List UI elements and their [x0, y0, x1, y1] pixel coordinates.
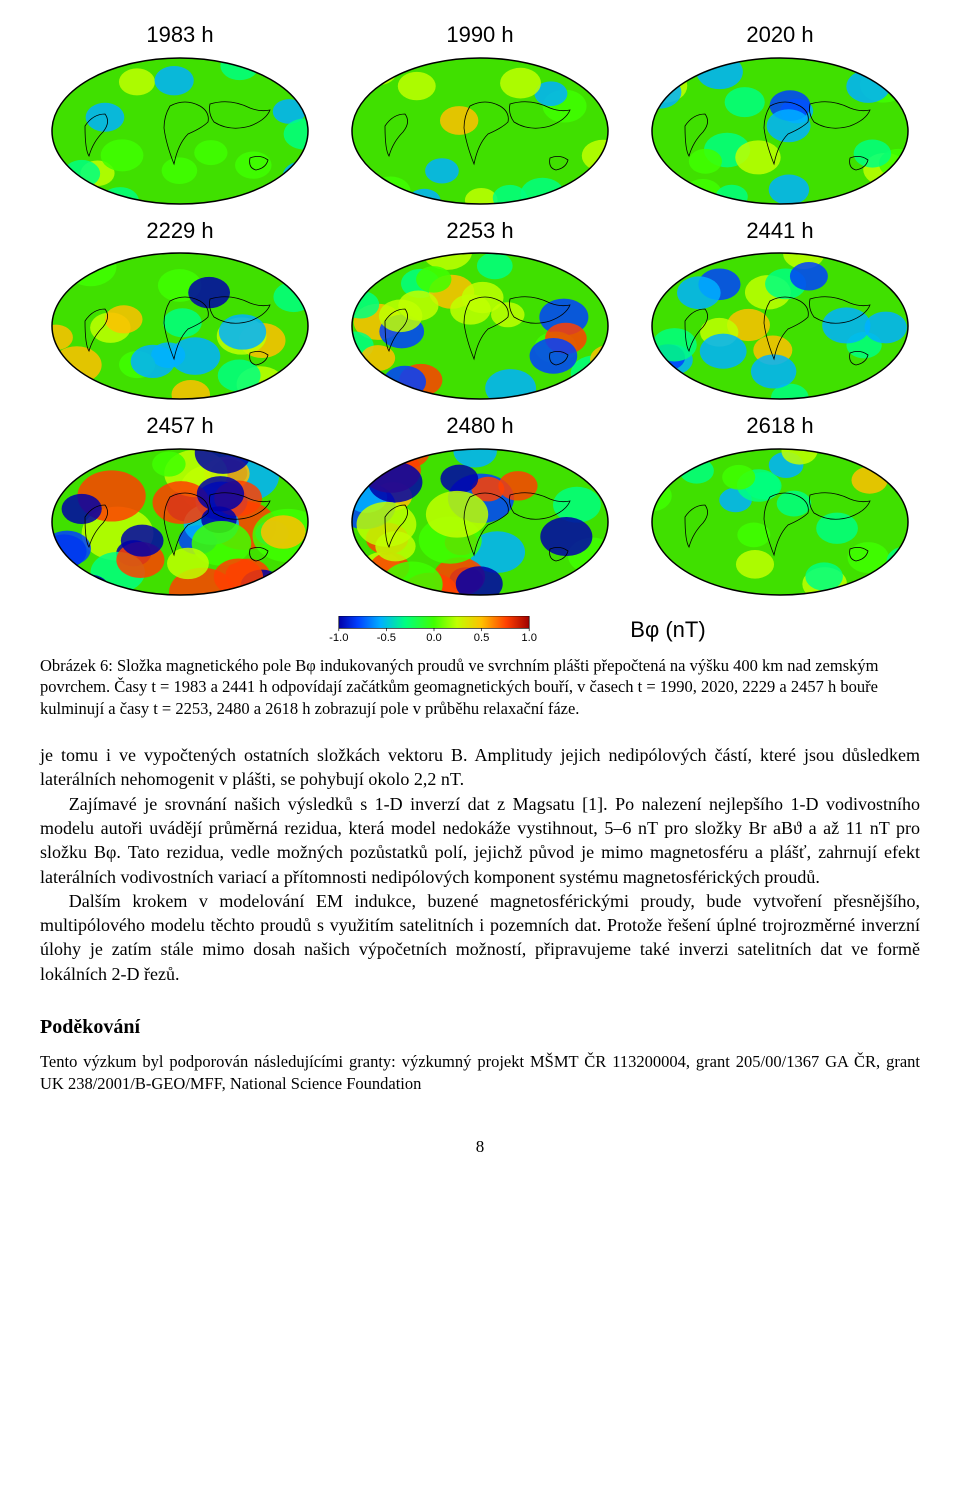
svg-text:0.0: 0.0 — [427, 632, 443, 644]
map-cell: 2480 h — [340, 411, 620, 597]
map-cell: 2020 h — [640, 20, 920, 206]
figure-6: 1983 h 1990 h 2020 h 2229 h 2253 h 2441 h 2457… — [40, 20, 920, 719]
page-number: 8 — [40, 1136, 920, 1159]
globe-map — [50, 56, 310, 206]
globe-map — [350, 251, 610, 401]
globe-map — [650, 56, 910, 206]
svg-text:-0.5: -0.5 — [377, 632, 396, 644]
map-grid: 1983 h 1990 h 2020 h 2229 h 2253 h 2441 h 2457… — [40, 20, 920, 597]
globe-map — [650, 447, 910, 597]
svg-text:-1.0: -1.0 — [329, 632, 348, 644]
map-title: 2480 h — [340, 411, 620, 441]
map-title: 1990 h — [340, 20, 620, 50]
map-title: 2457 h — [40, 411, 320, 441]
ack-text: Tento výzkum byl podporován následujícím… — [40, 1051, 920, 1096]
map-title: 2441 h — [640, 216, 920, 246]
map-cell: 2618 h — [640, 411, 920, 597]
figure-caption: Obrázek 6: Složka magnetického pole Bφ i… — [40, 655, 920, 719]
svg-text:1.0: 1.0 — [522, 632, 538, 644]
map-cell: 2253 h — [340, 216, 620, 402]
colorbar: -1.0 -0.5 0.0 0.5 1.0 — [254, 616, 614, 644]
map-cell: 1990 h — [340, 20, 620, 206]
map-cell: 2229 h — [40, 216, 320, 402]
paragraph-2: Zajímavé je srovnání našich výsledků s 1… — [40, 792, 920, 889]
body-text: je tomu i ve vypočtených ostatních složk… — [40, 743, 920, 986]
map-cell: 1983 h — [40, 20, 320, 206]
map-title: 2020 h — [640, 20, 920, 50]
map-cell: 2457 h — [40, 411, 320, 597]
map-cell: 2441 h — [640, 216, 920, 402]
svg-text:0.5: 0.5 — [474, 632, 490, 644]
colorbar-row: -1.0 -0.5 0.0 0.5 1.0 Bφ (nT) — [40, 615, 920, 645]
paragraph-3: Dalším krokem v modelování EM indukce, b… — [40, 889, 920, 986]
paragraph-1: je tomu i ve vypočtených ostatních složk… — [40, 743, 920, 792]
globe-map — [650, 251, 910, 401]
globe-map — [350, 56, 610, 206]
map-title: 2253 h — [340, 216, 620, 246]
map-title: 1983 h — [40, 20, 320, 50]
ack-heading: Poděkování — [40, 1014, 920, 1041]
globe-map — [350, 447, 610, 597]
colorbar-label: Bφ (nT) — [630, 615, 705, 645]
globe-map — [50, 251, 310, 401]
map-title: 2618 h — [640, 411, 920, 441]
map-title: 2229 h — [40, 216, 320, 246]
globe-map — [50, 447, 310, 597]
